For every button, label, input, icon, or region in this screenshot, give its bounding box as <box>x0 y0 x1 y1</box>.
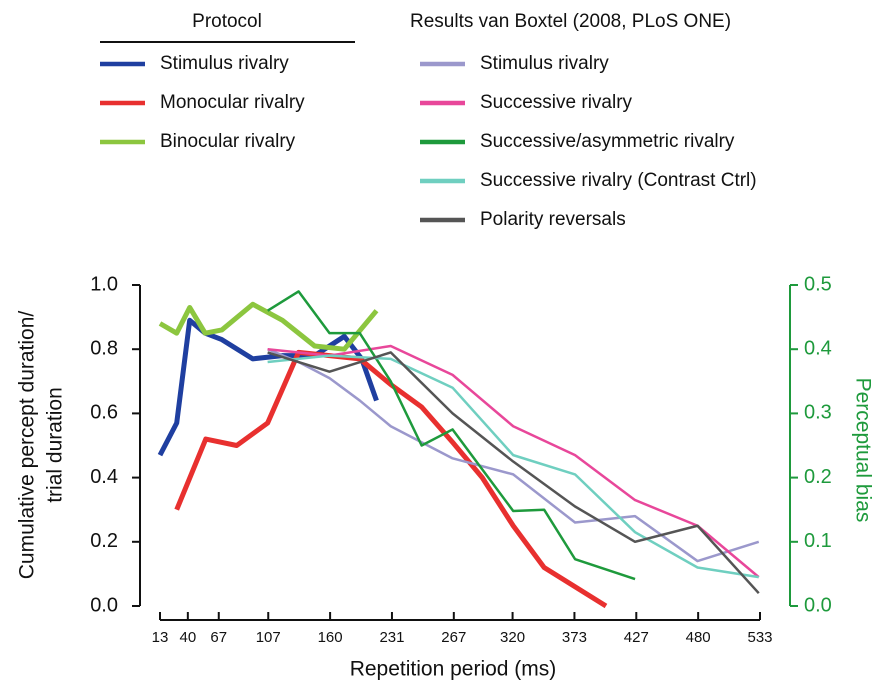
legend-label: Binocular rivalry <box>160 131 296 152</box>
y-tick-label: 0.8 <box>90 337 118 359</box>
y2-tick-label: 0.3 <box>804 402 832 424</box>
x-tick-label: 427 <box>624 629 649 646</box>
y2-tick-label: 0.1 <box>804 530 832 552</box>
legend-label: Successive rivalry (Contrast Ctrl) <box>480 170 757 191</box>
y2-tick-label: 0.4 <box>804 337 832 359</box>
x-tick-label: 320 <box>500 629 525 646</box>
y-axis-title: trial duration <box>44 387 67 503</box>
y2-axis-title: Perceptual bias <box>851 378 874 523</box>
series-line <box>158 301 379 352</box>
x-tick-label: 40 <box>179 629 196 646</box>
series-line <box>157 317 379 457</box>
y-tick-label: 0.2 <box>90 530 118 552</box>
legend-title: Results van Boxtel (2008, PLoS ONE) <box>410 11 731 32</box>
series-line <box>267 344 760 579</box>
series-line <box>267 354 759 579</box>
series-line <box>267 348 760 563</box>
x-tick-label: 533 <box>747 629 772 646</box>
series-line <box>174 349 608 609</box>
y-tick-label: 1.0 <box>90 273 118 295</box>
y-axis-title: Cumulative percept duration/ <box>16 311 39 580</box>
y2-tick-label: 0.0 <box>804 594 832 616</box>
series-line <box>267 351 760 595</box>
legend-label: Monocular rivalry <box>160 92 305 113</box>
y2-tick-label: 0.5 <box>804 273 832 295</box>
y-tick-label: 0.0 <box>90 594 118 616</box>
series-line <box>266 290 636 581</box>
x-tick-label: 267 <box>441 629 466 646</box>
legend-label: Stimulus rivalry <box>480 53 609 74</box>
legend-title: Protocol <box>192 11 262 32</box>
legend-label: Polarity reversals <box>480 209 626 230</box>
y2-tick-label: 0.2 <box>804 466 832 488</box>
x-tick-label: 231 <box>379 629 404 646</box>
x-tick-label: 373 <box>562 629 587 646</box>
x-tick-label: 107 <box>256 629 281 646</box>
y-tick-label: 0.6 <box>90 402 118 424</box>
x-tick-label: 480 <box>686 629 711 646</box>
legend-label: Successive rivalry <box>480 92 633 113</box>
legend-label: Successive/asymmetric rivalry <box>480 131 735 152</box>
x-tick-label: 67 <box>210 629 227 646</box>
y-tick-label: 0.4 <box>90 466 118 488</box>
x-tick-label: 160 <box>318 629 343 646</box>
x-axis-title: Repetition period (ms) <box>350 658 557 681</box>
x-tick-label: 13 <box>152 629 169 646</box>
legend-label: Stimulus rivalry <box>160 53 289 74</box>
